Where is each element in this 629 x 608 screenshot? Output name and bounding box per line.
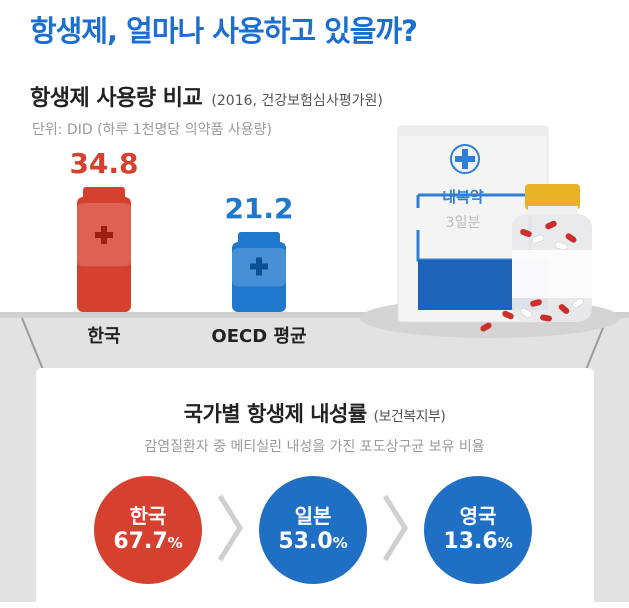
value-unit: % <box>167 533 183 552</box>
country-name: 영국 <box>459 503 497 528</box>
resistance-item-uk: 영국 13.6% <box>424 476 532 584</box>
medicine-illustration <box>360 125 620 338</box>
resistance-title-text: 국가별 항생제 내성률 <box>183 402 368 426</box>
value-unit: % <box>497 533 513 552</box>
resistance-subtitle: 감염질환자 중 메티실린 내성을 가진 포도상구균 보유 비율 <box>144 439 485 455</box>
category-label-oecd: OECD 평균 <box>211 326 307 347</box>
bar-2 <box>232 231 286 312</box>
country-name: 한국 <box>129 503 167 528</box>
resistance-item-japan: 일본 53.0% <box>259 476 367 584</box>
chart-unit: 단위: DID (하루 1천명당 의약품 사용량) <box>32 122 272 138</box>
category-label-korea: 한국 <box>87 326 121 347</box>
chevron-right-icon <box>382 494 408 562</box>
bar-value-label: 34.8 <box>69 147 139 180</box>
chart-title-text: 항생제 사용량 비교 <box>30 86 203 111</box>
bar-value-label: 21.2 <box>224 191 294 225</box>
resistance-item-korea: 한국 67.7% <box>94 476 202 584</box>
value-number: 13.6 <box>443 528 498 554</box>
resistance-value: 13.6% <box>443 528 512 557</box>
headline: 항생제, 얼마나 사용하고 있을까? <box>30 14 418 48</box>
resistance-value: 67.7% <box>113 528 182 557</box>
value-unit: % <box>332 533 348 552</box>
bar-body <box>77 197 131 312</box>
value-number: 53.0 <box>278 528 333 554</box>
medicine-box-label: 내복약 <box>442 188 484 206</box>
cross-icon <box>101 226 107 244</box>
cross-icon <box>256 257 262 276</box>
resistance-source: (보건복지부) <box>373 409 446 425</box>
chevron-right-icon <box>217 494 243 562</box>
resistance-title: 국가별 항생제 내성률 (보건복지부) <box>0 398 629 428</box>
resistance-value: 53.0% <box>278 528 347 557</box>
value-number: 67.7 <box>113 528 168 554</box>
bar-chart <box>77 187 286 312</box>
cross-icon <box>450 144 480 174</box>
country-name: 일본 <box>294 503 332 528</box>
chart-source: (2016, 건강보험심사평가원) <box>211 93 383 109</box>
chart-title: 항생제 사용량 비교 (2016, 건강보험심사평가원) <box>30 80 383 112</box>
medicine-box-sublabel: 3일분 <box>445 215 481 231</box>
bar-body <box>232 241 286 312</box>
bar-1 <box>77 187 131 312</box>
